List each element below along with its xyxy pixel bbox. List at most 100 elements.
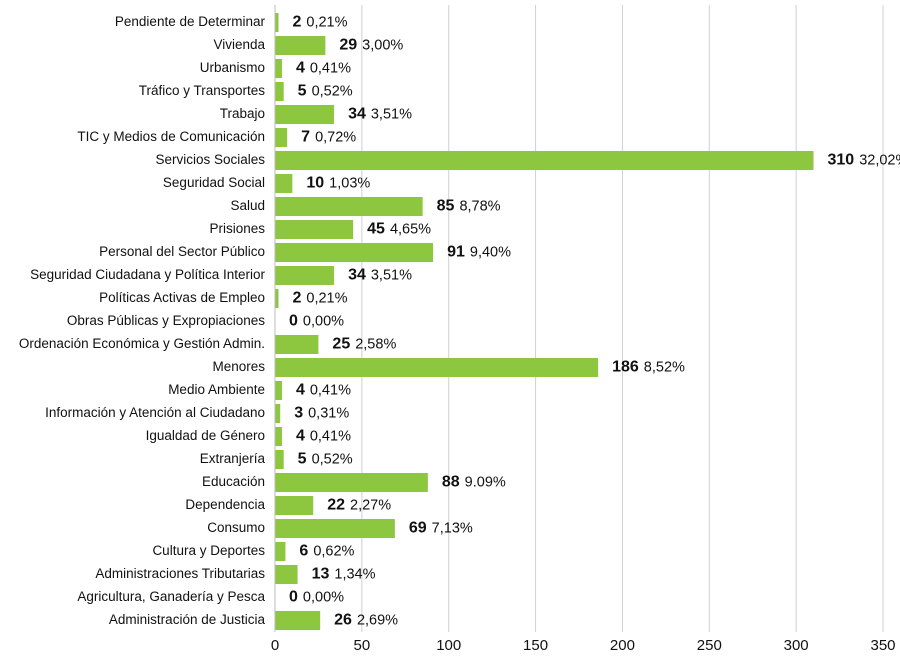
data-label: 26 2,69% xyxy=(334,612,398,629)
value-label: 88 xyxy=(442,474,460,491)
percent-label: 3,00% xyxy=(362,37,403,53)
y-tick-label: Ordenación Económica y Gestión Admin. xyxy=(19,336,265,351)
bar xyxy=(275,289,279,308)
value-label: 29 xyxy=(339,37,357,54)
percent-label: 0,72% xyxy=(315,129,356,145)
value-label: 91 xyxy=(447,244,465,261)
percent-label: 0,41% xyxy=(310,60,351,76)
data-label: 6 0,62% xyxy=(299,543,354,560)
value-label: 10 xyxy=(306,175,324,192)
percent-label: 4,65% xyxy=(390,221,431,237)
data-label: 5 0,52% xyxy=(298,451,353,468)
bar xyxy=(275,105,335,124)
value-label: 2 xyxy=(292,290,301,307)
bar xyxy=(275,220,354,239)
percent-label: 0,21% xyxy=(306,14,347,30)
y-tick-label: Seguridad Social xyxy=(163,175,265,190)
bar xyxy=(275,473,428,492)
y-tick-label: Pendiente de Determinar xyxy=(115,14,266,29)
percent-label: 3,51% xyxy=(371,106,412,122)
data-label: 85 8,78% xyxy=(437,198,501,215)
value-label: 6 xyxy=(299,543,308,560)
data-label: 91 9,40% xyxy=(447,244,511,261)
x-tick-label: 0 xyxy=(271,637,279,654)
value-label: 22 xyxy=(327,497,345,514)
y-tick-label: Personal del Sector Público xyxy=(99,244,265,259)
x-tick-label: 200 xyxy=(610,637,635,654)
data-label: 29 3,00% xyxy=(339,37,403,54)
data-label: 34 3,51% xyxy=(348,267,412,284)
percent-label: 2,69% xyxy=(357,612,398,628)
value-label: 85 xyxy=(437,198,455,215)
percent-label: 0,31% xyxy=(308,405,349,421)
percent-label: 9.09% xyxy=(465,474,506,490)
bar xyxy=(275,542,286,561)
y-tick-label: Salud xyxy=(230,198,265,213)
percent-label: 0,41% xyxy=(310,382,351,398)
data-label: 0 0,00% xyxy=(289,313,344,330)
bar xyxy=(275,128,288,147)
y-tick-label: Consumo xyxy=(207,520,265,535)
value-label: 34 xyxy=(348,267,366,284)
y-tick-label: Igualdad de Género xyxy=(146,428,265,443)
x-tick-label: 50 xyxy=(354,637,371,654)
percent-label: 0,41% xyxy=(310,428,351,444)
y-tick-label: Información y Atención al Ciudadano xyxy=(45,405,265,420)
value-label: 0 xyxy=(289,313,298,330)
y-tick-label: Obras Públicas y Expropiaciones xyxy=(67,313,265,328)
y-tick-label: Urbanismo xyxy=(200,60,265,75)
percent-label: 8,52% xyxy=(644,359,685,375)
percent-label: 9,40% xyxy=(470,244,511,260)
y-tick-label: Administraciones Tributarias xyxy=(95,566,265,581)
value-label: 310 xyxy=(828,152,855,169)
percent-label: 32,02% xyxy=(859,152,900,168)
y-tick-label: Servicios Sociales xyxy=(155,152,265,167)
value-label: 186 xyxy=(612,359,639,376)
y-tick-label: Agricultura, Ganadería y Pesca xyxy=(77,589,265,604)
y-tick-label: Prisiones xyxy=(209,221,265,236)
bar xyxy=(275,243,434,262)
y-tick-label: Políticas Activas de Empleo xyxy=(99,290,265,305)
value-label: 7 xyxy=(301,129,310,146)
value-label: 13 xyxy=(312,566,330,583)
bar xyxy=(275,82,284,101)
y-tick-label: TIC y Medios de Comunicación xyxy=(77,129,265,144)
data-label: 45 4,65% xyxy=(367,221,431,238)
data-label: 25 2,58% xyxy=(332,336,396,353)
bar xyxy=(275,427,282,446)
bar xyxy=(275,197,423,216)
percent-label: 0,62% xyxy=(313,543,354,559)
y-tick-label: Administración de Justicia xyxy=(109,612,266,627)
percent-label: 2,58% xyxy=(355,336,396,352)
value-label: 4 xyxy=(296,382,305,399)
data-label: 5 0,52% xyxy=(298,83,353,100)
percent-label: 2,27% xyxy=(350,497,391,513)
x-tick-label: 300 xyxy=(784,637,809,654)
data-label: 88 9.09% xyxy=(442,474,506,491)
bar xyxy=(275,358,599,377)
bar xyxy=(275,381,282,400)
value-label: 45 xyxy=(367,221,385,238)
y-tick-label: Vivienda xyxy=(213,37,265,52)
percent-label: 7,13% xyxy=(432,520,473,536)
x-tick-label: 100 xyxy=(436,637,461,654)
bar xyxy=(275,36,326,55)
data-label: 4 0,41% xyxy=(296,60,351,77)
data-label: 22 2,27% xyxy=(327,497,391,514)
data-label: 7 0,72% xyxy=(301,129,356,146)
value-label: 25 xyxy=(332,336,350,353)
y-tick-label: Dependencia xyxy=(185,497,265,512)
data-label: 10 1,03% xyxy=(306,175,370,192)
data-label: 2 0,21% xyxy=(292,290,347,307)
percent-label: 8,78% xyxy=(459,198,500,214)
bar xyxy=(275,266,335,285)
value-label: 3 xyxy=(294,405,303,422)
y-tick-label: Extranjería xyxy=(200,451,266,466)
data-label: 69 7,13% xyxy=(409,520,473,537)
value-label: 0 xyxy=(289,589,298,606)
value-label: 34 xyxy=(348,106,366,123)
percent-label: 1,03% xyxy=(329,175,370,191)
percent-label: 3,51% xyxy=(371,267,412,283)
